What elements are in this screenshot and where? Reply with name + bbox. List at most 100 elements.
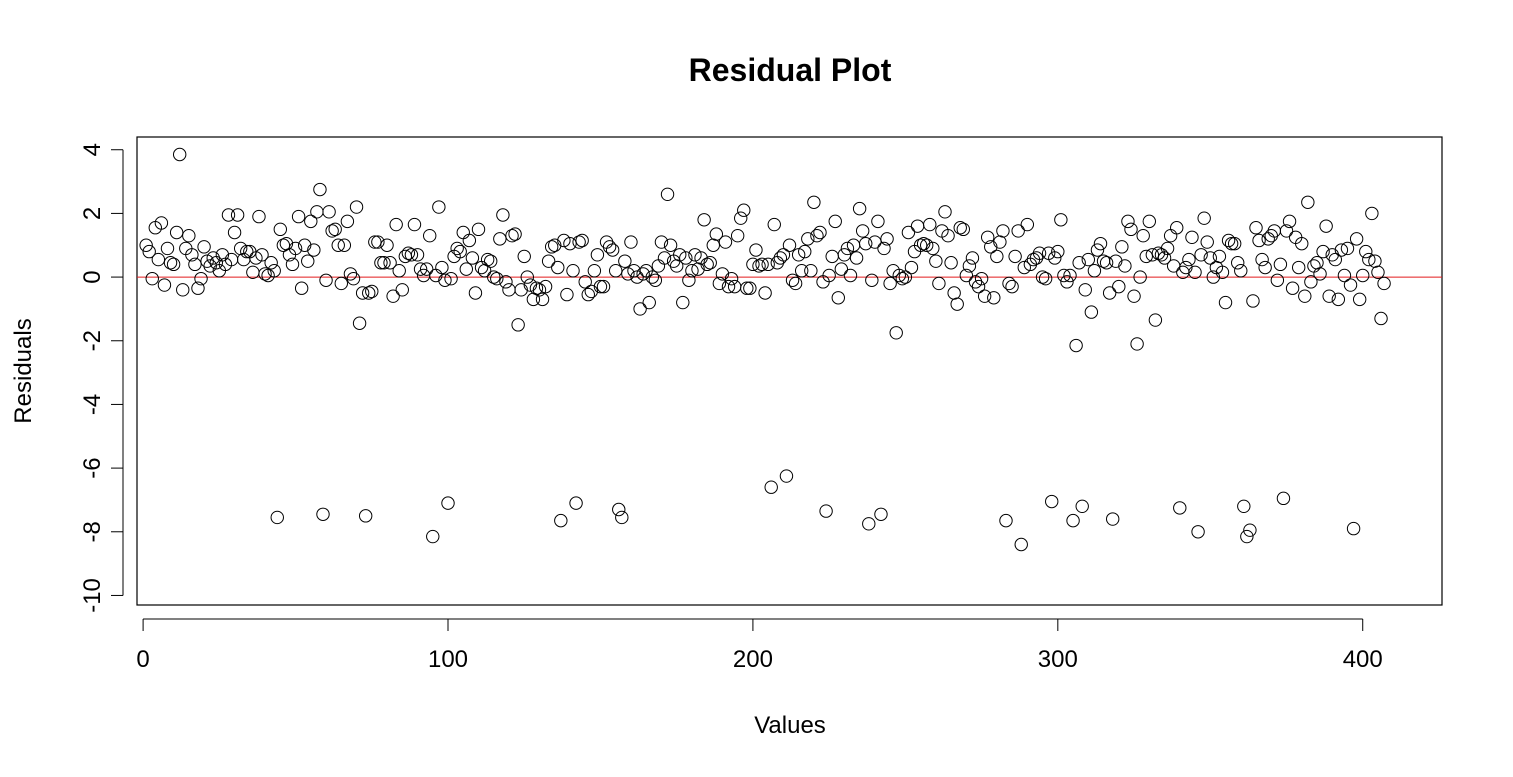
data-point bbox=[1282, 214, 1297, 229]
data-point bbox=[1203, 251, 1217, 265]
data-point bbox=[544, 240, 559, 254]
data-point bbox=[395, 283, 409, 297]
data-point bbox=[1011, 224, 1025, 238]
data-point bbox=[892, 268, 906, 283]
data-point bbox=[1255, 252, 1269, 267]
data-point bbox=[755, 257, 769, 272]
data-point bbox=[1106, 512, 1120, 526]
data-point bbox=[947, 286, 961, 300]
data-point bbox=[285, 257, 300, 272]
data-point bbox=[474, 260, 489, 275]
data-point bbox=[984, 240, 998, 254]
data-point bbox=[950, 297, 964, 311]
data-point bbox=[1261, 232, 1275, 246]
data-point bbox=[737, 203, 751, 217]
data-point bbox=[877, 241, 891, 256]
data-point bbox=[1017, 260, 1031, 275]
data-point bbox=[840, 241, 855, 256]
data-point bbox=[1322, 289, 1336, 303]
x-tick-label: 200 bbox=[733, 646, 773, 673]
data-point bbox=[810, 228, 824, 243]
data-point bbox=[426, 529, 440, 544]
data-point bbox=[151, 252, 166, 267]
data-point bbox=[502, 283, 516, 297]
data-point bbox=[1191, 525, 1205, 539]
data-point bbox=[1227, 236, 1242, 251]
data-point bbox=[301, 254, 315, 268]
data-point bbox=[392, 264, 406, 278]
data-point bbox=[551, 260, 565, 275]
data-point bbox=[1020, 217, 1035, 232]
data-point bbox=[1319, 219, 1333, 233]
data-point bbox=[1316, 244, 1330, 259]
data-point bbox=[532, 283, 547, 297]
data-point bbox=[252, 209, 266, 224]
data-point bbox=[819, 504, 833, 518]
data-point bbox=[270, 510, 284, 525]
data-point bbox=[721, 279, 736, 294]
data-point bbox=[1188, 265, 1202, 280]
data-point bbox=[554, 513, 568, 528]
data-point bbox=[1048, 251, 1062, 265]
data-point bbox=[868, 235, 882, 249]
data-point bbox=[1218, 295, 1233, 310]
data-point bbox=[520, 270, 534, 284]
data-point bbox=[676, 295, 690, 310]
data-point bbox=[1005, 279, 1019, 294]
data-point bbox=[996, 224, 1010, 238]
data-point bbox=[157, 278, 172, 292]
data-point bbox=[407, 217, 422, 232]
data-point bbox=[560, 287, 574, 302]
data-point bbox=[974, 271, 989, 286]
data-point bbox=[1234, 264, 1248, 278]
data-point bbox=[651, 259, 666, 273]
data-point bbox=[734, 211, 748, 225]
data-point bbox=[575, 233, 589, 248]
x-tick-label: 0 bbox=[136, 646, 149, 673]
data-point bbox=[1194, 248, 1208, 262]
data-point bbox=[834, 262, 849, 276]
data-point bbox=[1215, 265, 1230, 280]
data-point bbox=[788, 276, 803, 291]
data-point bbox=[1163, 228, 1178, 243]
data-point bbox=[450, 241, 464, 256]
y-tick-label: -2 bbox=[79, 330, 106, 351]
data-point bbox=[654, 235, 669, 249]
data-point bbox=[197, 240, 211, 254]
data-point bbox=[435, 260, 449, 275]
data-point bbox=[660, 187, 675, 202]
data-point bbox=[371, 235, 385, 249]
data-point bbox=[977, 289, 992, 303]
data-point bbox=[904, 260, 919, 275]
scatter-points bbox=[139, 147, 1391, 552]
data-point bbox=[889, 326, 903, 340]
data-point bbox=[898, 270, 913, 284]
data-point bbox=[1090, 243, 1105, 257]
data-point bbox=[715, 267, 730, 281]
data-point bbox=[163, 256, 178, 270]
data-point bbox=[1148, 313, 1163, 327]
data-point bbox=[328, 222, 342, 237]
data-point bbox=[182, 228, 196, 243]
data-point bbox=[730, 228, 745, 243]
data-point bbox=[511, 318, 525, 332]
data-point bbox=[1279, 224, 1294, 238]
data-point bbox=[703, 256, 717, 270]
data-point bbox=[828, 214, 842, 229]
data-point bbox=[587, 264, 602, 278]
data-point bbox=[1182, 252, 1196, 267]
data-point bbox=[642, 295, 656, 310]
data-point bbox=[1166, 259, 1181, 273]
x-tick-label: 300 bbox=[1038, 646, 1078, 673]
data-point bbox=[288, 241, 303, 256]
data-point bbox=[602, 240, 617, 254]
data-point bbox=[1139, 249, 1153, 264]
data-point bbox=[160, 241, 175, 256]
data-point bbox=[1307, 259, 1321, 273]
data-point bbox=[566, 264, 580, 278]
data-point bbox=[1054, 213, 1068, 227]
data-point bbox=[1359, 244, 1373, 259]
data-point bbox=[1051, 244, 1065, 259]
chart-title: Residual Plot bbox=[689, 52, 892, 88]
data-point bbox=[779, 469, 794, 483]
